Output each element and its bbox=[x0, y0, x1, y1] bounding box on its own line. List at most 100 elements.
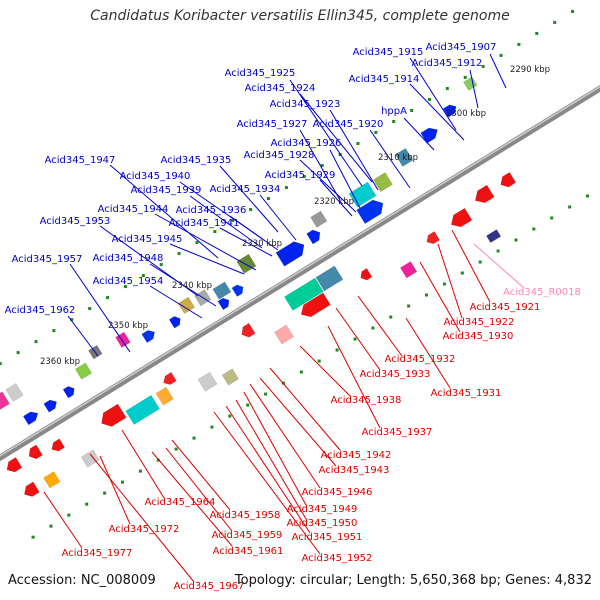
gene-box-shape bbox=[236, 253, 257, 274]
gene-box bbox=[236, 253, 257, 274]
leader-line bbox=[235, 399, 307, 520]
gene-arrow-shape bbox=[241, 322, 256, 338]
tick-mark bbox=[52, 329, 56, 333]
forward-gene-label: Acid345_1953 bbox=[40, 216, 111, 227]
gene-arrow-reverse bbox=[360, 268, 373, 281]
forward-gene-label: Acid345_1929 bbox=[265, 170, 336, 181]
leader-line bbox=[219, 165, 279, 233]
leader-line bbox=[289, 79, 363, 187]
reverse-gene-label: Acid345_1946 bbox=[302, 487, 373, 498]
gene-box-shape bbox=[5, 382, 24, 402]
gene-arrow-shape bbox=[163, 371, 177, 385]
gene-arrow-shape bbox=[141, 330, 155, 343]
gene-arrow-reverse bbox=[426, 231, 440, 245]
gene-arrow-reverse bbox=[450, 207, 473, 228]
tick-mark bbox=[16, 351, 20, 355]
leader-line bbox=[249, 383, 321, 489]
tick-mark bbox=[264, 392, 268, 396]
gene-arrow-shape bbox=[306, 229, 321, 245]
forward-gene-label: Acid345_1935 bbox=[161, 155, 232, 166]
gene-arrow-shape bbox=[217, 297, 230, 311]
gene-box-shape bbox=[155, 386, 174, 406]
leader-line bbox=[357, 295, 403, 357]
reverse-gene-label: Acid345_1942 bbox=[321, 450, 392, 461]
leader-line bbox=[169, 243, 245, 275]
gene-box bbox=[0, 391, 10, 413]
gene-arrow-shape bbox=[168, 316, 181, 329]
kbp-tick-label: 2290 kbp bbox=[510, 65, 550, 75]
forward-gene-label: Acid345_1923 bbox=[270, 99, 341, 110]
gene-box-shape bbox=[372, 172, 393, 193]
forward-gene-label: Acid345_1912 bbox=[412, 58, 483, 69]
gene-arrow-reverse bbox=[51, 438, 65, 452]
gene-arrow-reverse bbox=[500, 171, 517, 188]
tick-mark bbox=[517, 42, 521, 46]
gene-arrow-shape bbox=[275, 241, 305, 267]
leader-line bbox=[489, 53, 507, 89]
leader-line bbox=[149, 285, 203, 319]
leader-line bbox=[409, 57, 457, 131]
kbp-tick-label: 2360 kbp bbox=[40, 357, 80, 367]
gene-box-shape bbox=[212, 281, 232, 300]
forward-gene-label: Acid345_1947 bbox=[45, 155, 116, 166]
gene-arrow-shape bbox=[101, 403, 127, 427]
leader-line bbox=[319, 179, 353, 217]
tick-mark bbox=[192, 436, 196, 440]
gene-box bbox=[155, 386, 174, 406]
tick-mark bbox=[481, 64, 485, 68]
gene-box-shape bbox=[221, 368, 239, 386]
forward-gene-label: Acid345_1940 bbox=[120, 171, 191, 182]
gene-arrow-shape bbox=[43, 399, 57, 413]
gene-box bbox=[486, 229, 502, 243]
gene-box-shape bbox=[274, 324, 295, 345]
forward-gene-label: Acid345_1927 bbox=[237, 119, 308, 130]
gene-box bbox=[400, 261, 418, 279]
tick-mark bbox=[213, 230, 217, 234]
genome-backbone-highlight bbox=[0, 85, 600, 457]
gene-arrow-reverse bbox=[300, 292, 331, 318]
gene-arrow-forward bbox=[217, 297, 230, 311]
tick-mark bbox=[120, 480, 124, 484]
gene-box bbox=[212, 281, 232, 300]
reverse-gene-label: Acid345_1951 bbox=[292, 532, 363, 543]
leader-line bbox=[69, 263, 131, 353]
tick-mark bbox=[389, 315, 393, 319]
leader-line bbox=[149, 263, 217, 307]
leader-line bbox=[151, 451, 233, 547]
tick-mark bbox=[267, 197, 271, 201]
leader-line bbox=[225, 405, 311, 534]
tick-mark bbox=[123, 285, 127, 289]
gene-arrow-forward bbox=[420, 127, 438, 144]
gene-box-shape bbox=[197, 371, 218, 392]
tick-mark bbox=[407, 304, 411, 308]
leader-line bbox=[259, 194, 297, 241]
forward-gene-label: Acid345_1920 bbox=[313, 119, 384, 130]
leader-line bbox=[327, 325, 381, 429]
gene-box bbox=[394, 147, 414, 167]
gene-arrow-forward bbox=[442, 104, 457, 118]
kbp-tick-label: 2340 kbp bbox=[172, 281, 212, 291]
reverse-gene-label: Acid345_1950 bbox=[287, 518, 358, 529]
kbp-tick-label: 2310 kbp bbox=[378, 153, 418, 163]
gene-arrow-shape bbox=[420, 127, 438, 144]
tick-mark bbox=[34, 340, 38, 344]
gene-box-shape bbox=[284, 277, 324, 311]
tick-mark bbox=[299, 370, 303, 374]
forward-gene-label: Acid345_1954 bbox=[93, 276, 164, 287]
tick-mark bbox=[302, 175, 306, 179]
reverse-gene-label: Acid345_1949 bbox=[287, 504, 358, 515]
gene-arrow-forward bbox=[141, 330, 155, 343]
tick-mark bbox=[392, 119, 396, 123]
tick-mark bbox=[335, 348, 339, 352]
leader-line bbox=[409, 83, 465, 141]
gene-arrow-shape bbox=[500, 171, 517, 188]
forward-gene-label: Acid345_1936 bbox=[176, 205, 247, 216]
gene-arrow-reverse bbox=[163, 371, 177, 385]
leader-line bbox=[403, 117, 435, 151]
forward-gene-label: Acid345_1948 bbox=[93, 253, 164, 264]
forward-gene-label: Acid345_1928 bbox=[244, 150, 315, 161]
gene-arrow-shape bbox=[360, 268, 373, 281]
leader-line bbox=[229, 215, 279, 251]
forward-gene-label: Acid345_1957 bbox=[12, 254, 83, 265]
leader-line bbox=[405, 317, 451, 389]
